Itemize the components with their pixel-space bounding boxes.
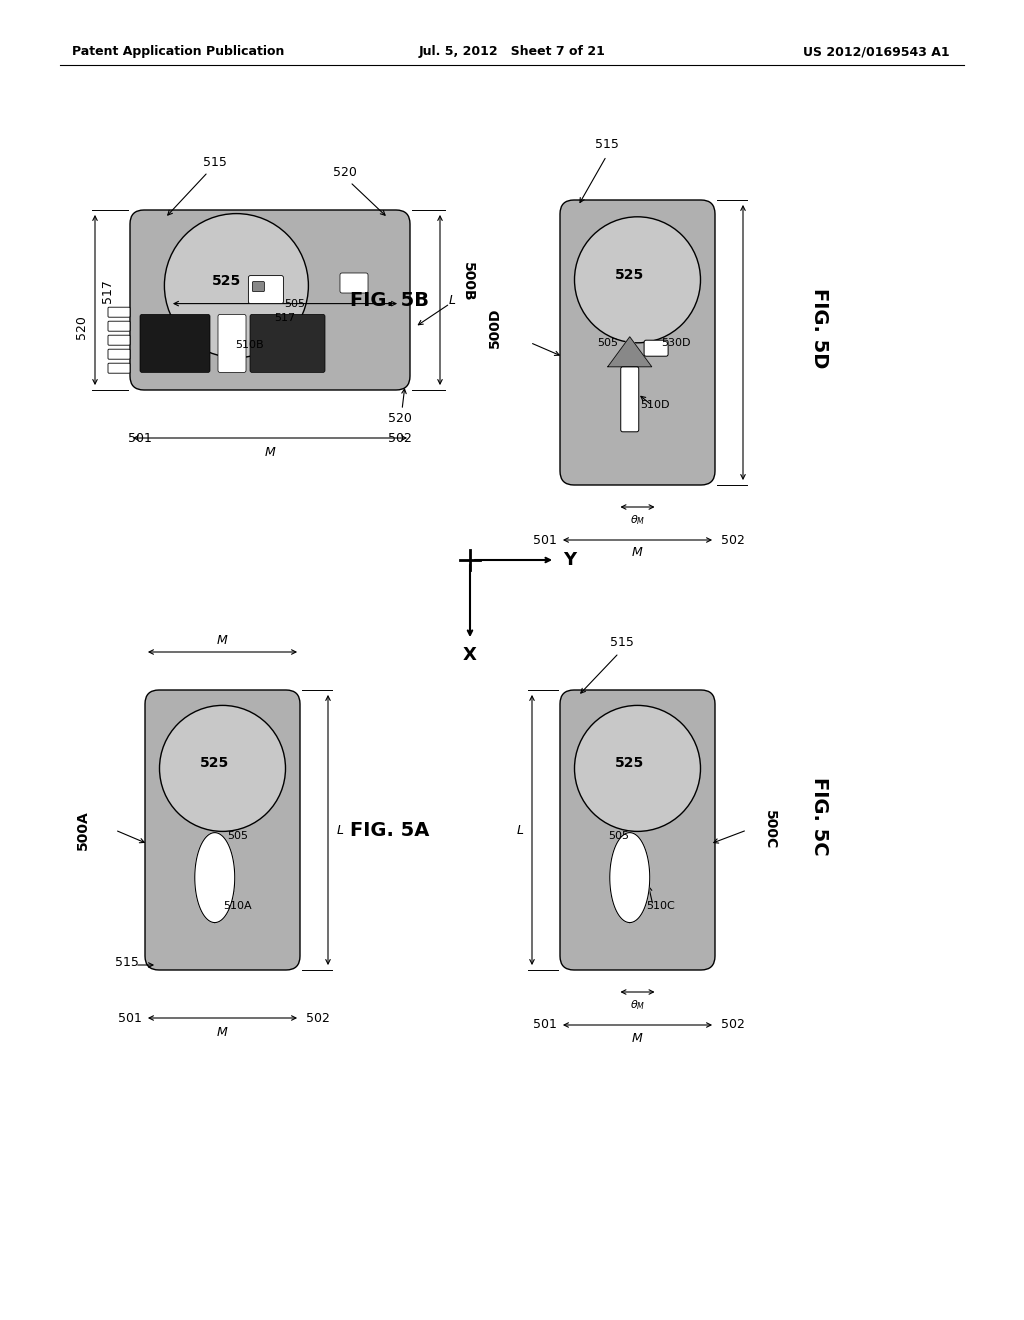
FancyBboxPatch shape — [108, 335, 130, 346]
Text: 517: 517 — [101, 279, 115, 302]
Text: 505: 505 — [285, 298, 305, 309]
Text: 505: 505 — [608, 830, 630, 841]
FancyBboxPatch shape — [108, 363, 130, 374]
Text: 515: 515 — [610, 635, 634, 648]
FancyBboxPatch shape — [218, 314, 246, 372]
Text: 510B: 510B — [236, 341, 264, 350]
Text: $\theta_M$: $\theta_M$ — [630, 513, 645, 527]
Text: 502: 502 — [721, 1019, 744, 1031]
Text: Patent Application Publication: Patent Application Publication — [72, 45, 285, 58]
Text: 525: 525 — [614, 268, 644, 281]
Text: 510A: 510A — [223, 900, 252, 911]
FancyBboxPatch shape — [108, 350, 130, 359]
Ellipse shape — [574, 705, 700, 832]
Text: 505: 505 — [597, 338, 618, 347]
FancyBboxPatch shape — [560, 690, 715, 970]
Text: 525: 525 — [212, 273, 241, 288]
Text: 501: 501 — [534, 1019, 557, 1031]
Text: 520: 520 — [388, 412, 412, 425]
FancyBboxPatch shape — [560, 201, 715, 484]
Text: 501: 501 — [128, 432, 152, 445]
Text: 500A: 500A — [76, 810, 90, 850]
Text: $\theta_M$: $\theta_M$ — [630, 998, 645, 1012]
Text: M: M — [264, 446, 275, 458]
Text: 510D: 510D — [640, 400, 670, 411]
FancyBboxPatch shape — [145, 690, 300, 970]
Text: 530D: 530D — [662, 338, 691, 347]
FancyBboxPatch shape — [252, 281, 264, 292]
Text: M: M — [217, 1026, 228, 1039]
Text: US 2012/0169543 A1: US 2012/0169543 A1 — [804, 45, 950, 58]
Text: L: L — [516, 824, 523, 837]
FancyBboxPatch shape — [644, 341, 668, 356]
Text: Jul. 5, 2012   Sheet 7 of 21: Jul. 5, 2012 Sheet 7 of 21 — [419, 45, 605, 58]
Text: Y: Y — [563, 550, 577, 569]
Text: L: L — [337, 824, 343, 837]
Text: 515: 515 — [203, 156, 227, 169]
Text: 502: 502 — [388, 432, 412, 445]
Text: 500C: 500C — [763, 810, 777, 850]
Text: X: X — [463, 645, 477, 664]
FancyBboxPatch shape — [249, 276, 284, 304]
FancyBboxPatch shape — [250, 314, 325, 372]
Text: M: M — [632, 1031, 643, 1044]
Text: 515: 515 — [595, 139, 618, 152]
Text: FIG. 5B: FIG. 5B — [350, 290, 429, 309]
Text: 502: 502 — [306, 1011, 330, 1024]
Polygon shape — [195, 833, 234, 923]
FancyBboxPatch shape — [108, 321, 130, 331]
Text: 500B: 500B — [461, 263, 475, 302]
Text: 501: 501 — [118, 1011, 142, 1024]
FancyBboxPatch shape — [621, 367, 639, 432]
Text: 515: 515 — [115, 956, 139, 969]
Text: 525: 525 — [200, 756, 229, 771]
Ellipse shape — [160, 705, 286, 832]
Text: 505: 505 — [227, 830, 249, 841]
Text: 517: 517 — [274, 313, 296, 322]
Text: M: M — [217, 634, 228, 647]
Text: 510C: 510C — [646, 900, 675, 911]
Text: 501: 501 — [534, 533, 557, 546]
Text: L: L — [449, 293, 456, 306]
Text: 520: 520 — [76, 315, 88, 339]
Text: 500D: 500D — [488, 308, 502, 348]
Text: 502: 502 — [721, 533, 744, 546]
Polygon shape — [609, 833, 650, 923]
Text: 525: 525 — [614, 756, 644, 771]
Text: FIG. 5D: FIG. 5D — [811, 288, 829, 368]
Ellipse shape — [165, 214, 308, 358]
FancyBboxPatch shape — [108, 308, 130, 317]
Ellipse shape — [574, 216, 700, 343]
FancyBboxPatch shape — [140, 314, 210, 372]
FancyBboxPatch shape — [130, 210, 410, 389]
Text: FIG. 5C: FIG. 5C — [811, 776, 829, 855]
Text: 520: 520 — [333, 165, 357, 178]
Text: M: M — [632, 546, 643, 560]
Polygon shape — [608, 337, 651, 367]
Text: FIG. 5A: FIG. 5A — [350, 821, 430, 840]
FancyBboxPatch shape — [340, 273, 368, 293]
